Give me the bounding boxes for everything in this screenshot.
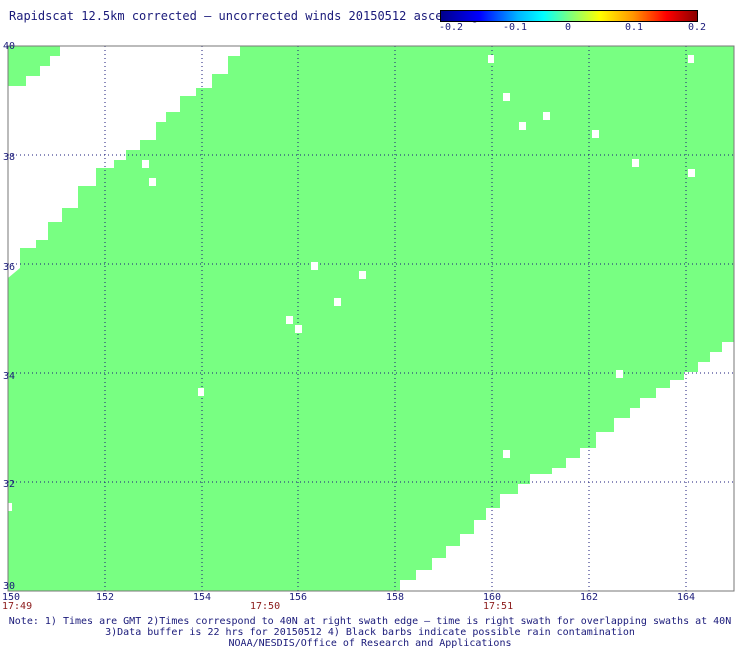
swath-coverage [8, 46, 734, 591]
note-line-1: Note: 1) Times are GMT 2)Times correspon… [8, 616, 732, 627]
time-label-1749: 17:49 [2, 601, 32, 612]
lat-tick-30: 30 [3, 581, 15, 592]
map-frame [7, 45, 735, 592]
note-line-2: 3)Data buffer is 22 hrs for 20150512 4) … [105, 627, 635, 638]
time-label-1751: 17:51 [483, 601, 513, 612]
chart-title: Rapidscat 12.5km corrected – uncorrected… [9, 9, 479, 23]
lat-tick-32: 32 [3, 479, 15, 490]
note-line-3: NOAA/NESDIS/Office of Research and Appli… [228, 638, 512, 649]
colorbar-label-min: -0.2 [438, 22, 464, 33]
lon-tick-160: 160 [483, 592, 501, 603]
lat-tick-38: 38 [3, 152, 15, 163]
no-data-gaps [8, 55, 695, 511]
colorbar-label-zero: 0 [564, 22, 572, 33]
colorbar-label-high: 0.1 [624, 22, 644, 33]
colorbar-label-max: 0.2 [687, 22, 707, 33]
lat-tick-36: 36 [3, 262, 15, 273]
lon-tick-158: 158 [386, 592, 404, 603]
color-scale-bar [440, 10, 698, 22]
lon-tick-150: 150 [2, 592, 20, 603]
lat-tick-40: 40 [3, 41, 15, 52]
lon-tick-156: 156 [289, 592, 307, 603]
lon-tick-154: 154 [193, 592, 211, 603]
lat-tick-34: 34 [3, 371, 15, 382]
lon-tick-164: 164 [677, 592, 695, 603]
colorbar-label-low: -0.1 [502, 22, 528, 33]
gridlines [8, 46, 734, 591]
lon-tick-152: 152 [96, 592, 114, 603]
time-label-1750: 17:50 [250, 601, 280, 612]
lon-tick-162: 162 [580, 592, 598, 603]
